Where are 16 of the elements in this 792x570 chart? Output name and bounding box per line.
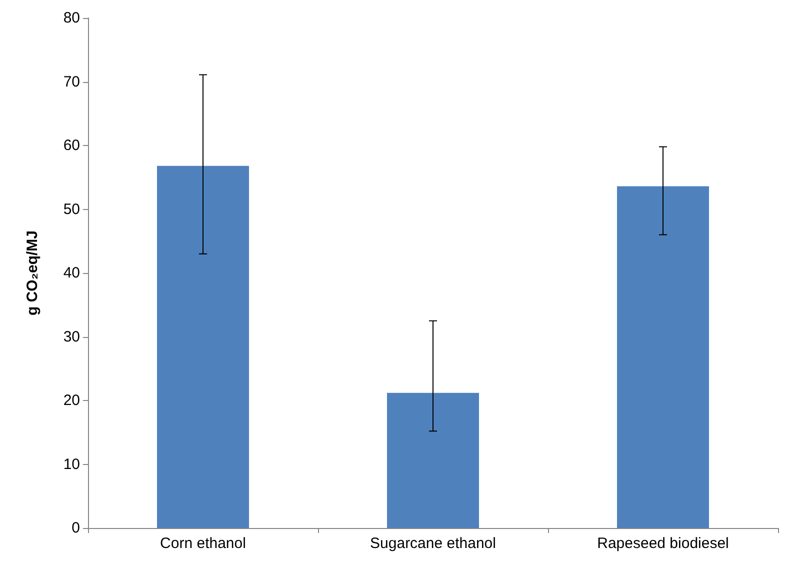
y-tick-label: 30 [63, 328, 80, 346]
y-tick-label: 10 [63, 456, 80, 473]
y-tick-label: 20 [63, 392, 80, 409]
y-tick-label: 50 [63, 200, 80, 218]
x-tick-label: Rapeseed biodiesel [597, 535, 729, 552]
y-tick-label: 60 [63, 137, 80, 154]
y-tick-label: 80 [63, 10, 80, 26]
y-tick-label: 40 [63, 264, 80, 282]
y-tick-label: 0 [72, 520, 80, 536]
y-tick-label: 70 [63, 73, 80, 90]
bar [157, 166, 249, 528]
x-tick-label: Sugarcane ethanol [370, 535, 496, 552]
y-axis-title: g CO₂eq/MJ [24, 230, 41, 316]
bar [387, 392, 479, 528]
x-tick-label: Corn ethanol [160, 535, 246, 552]
bar [617, 186, 709, 528]
